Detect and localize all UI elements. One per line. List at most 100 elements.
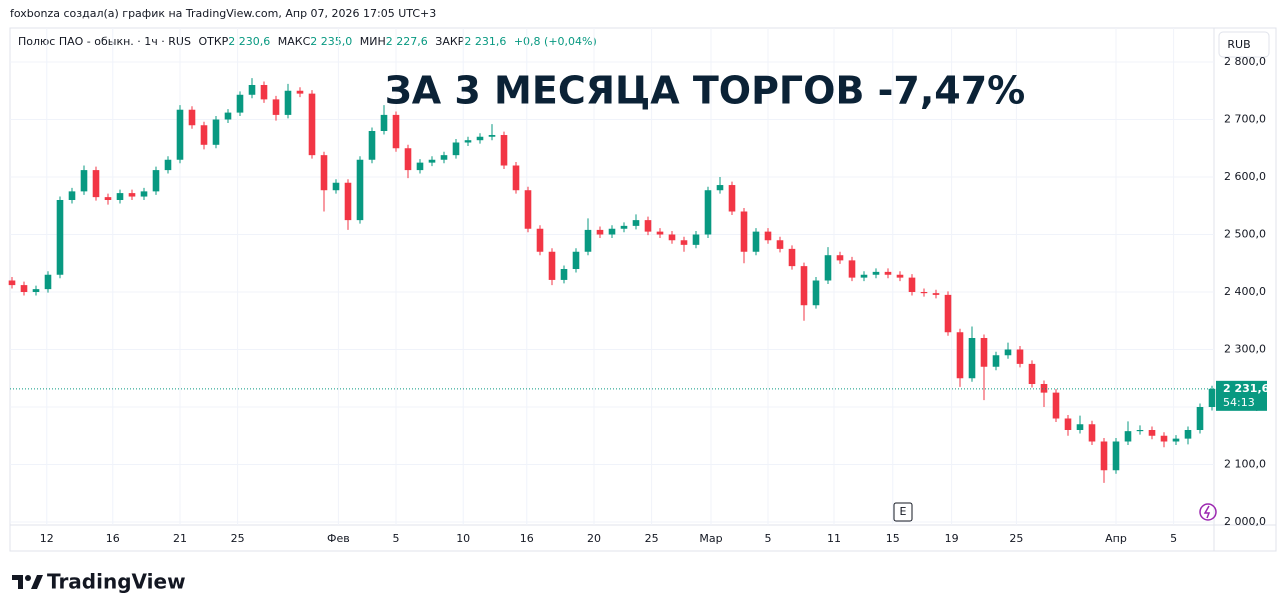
open-label: ОТКР: [198, 35, 228, 48]
candle-body: [1052, 392, 1060, 419]
y-tick-label: 2 700,0: [1224, 113, 1266, 126]
dividend-bolt: [1203, 505, 1211, 519]
candle-body: [1100, 441, 1108, 471]
close-label: ЗАКР: [435, 35, 464, 48]
candle-body: [440, 155, 448, 160]
x-tick-label: 12: [40, 532, 54, 545]
candle-body: [644, 220, 652, 232]
candle-body: [1064, 418, 1072, 430]
logo-mark: [12, 575, 43, 589]
candle-body: [332, 182, 340, 191]
candle-body: [992, 355, 1000, 367]
candle-body: [764, 231, 772, 241]
candle-body: [1016, 349, 1024, 364]
candle-body: [404, 148, 412, 171]
candle-body: [20, 285, 28, 292]
candle-body: [512, 165, 520, 191]
candle-body: [392, 114, 400, 149]
grid: [10, 28, 1214, 525]
candle-body: [464, 140, 472, 143]
candle-body: [908, 277, 916, 292]
candle-body: [956, 332, 964, 379]
currency-button[interactable]: [1218, 31, 1270, 58]
candle-body: [212, 119, 220, 145]
candle-body: [416, 162, 424, 171]
candle-body: [488, 135, 496, 137]
candle-body: [116, 193, 124, 200]
candle-body: [380, 114, 388, 131]
candle-body: [32, 289, 40, 292]
candle-body: [668, 234, 676, 241]
candle-body: [944, 294, 952, 333]
candle-body: [344, 182, 352, 221]
price-tag: [1216, 380, 1267, 411]
candle-body: [680, 240, 688, 245]
candle-body: [968, 338, 976, 379]
candle-body: [44, 274, 52, 290]
candle-body: [8, 280, 16, 286]
x-tick-label: 21: [173, 532, 187, 545]
candle-body: [716, 185, 724, 191]
candle-body: [1088, 424, 1096, 442]
y-tick-label: 2 100,0: [1224, 458, 1266, 471]
candle-body: [584, 229, 592, 252]
change: +0,8 (+0,04%): [514, 35, 597, 48]
x-tick-label: 11: [827, 532, 841, 545]
candle-body: [788, 248, 796, 267]
candle-body: [164, 159, 172, 171]
candle-body: [1184, 430, 1192, 439]
event-marker[interactable]: [893, 502, 913, 522]
candle-body: [1172, 438, 1180, 442]
x-tick-label: 5: [393, 532, 400, 545]
y-tick-label: 2 000,0: [1224, 515, 1266, 528]
x-tick-label: 5: [1170, 532, 1177, 545]
credit: foxbonza создал(а) график на TradingView…: [10, 7, 436, 20]
annotation: ЗА 3 МЕСЯЦА ТОРГОВ -7,47%: [385, 69, 1026, 113]
x-tick-label: 20: [587, 532, 601, 545]
x-tick-label: 25: [231, 532, 245, 545]
candle-body: [848, 260, 856, 278]
candle-body: [632, 220, 640, 226]
price-tag-countdown: 54:13: [1223, 396, 1255, 409]
x-tick-label: 10: [456, 532, 470, 545]
candle-body: [932, 293, 940, 295]
candle-body: [812, 280, 820, 306]
x-tick-label: 16: [106, 532, 120, 545]
high-label: МАКС: [278, 35, 311, 48]
candle-body: [128, 193, 136, 197]
candle-body: [260, 85, 268, 100]
candle-body: [836, 255, 844, 261]
candle-body: [1040, 384, 1048, 393]
candle-body: [1004, 349, 1012, 356]
x-tick-label: 5: [765, 532, 772, 545]
price-tag-price: 2 231,6: [1223, 382, 1270, 395]
dividend-icon[interactable]: [1199, 503, 1217, 521]
event-label[interactable]: E: [900, 505, 907, 518]
candle-body: [596, 229, 604, 235]
logo: TradingView: [47, 570, 186, 594]
candle-body: [980, 338, 988, 367]
candle-body: [80, 170, 88, 192]
candle-body: [152, 170, 160, 192]
candle-body: [452, 142, 460, 156]
x-tick-label: 16: [520, 532, 534, 545]
currency[interactable]: RUB: [1227, 38, 1250, 51]
candle-body: [800, 266, 808, 306]
candle-body: [1196, 407, 1204, 430]
candle-body: [1160, 435, 1168, 442]
y-tick-label: 2 300,0: [1224, 343, 1266, 356]
candle-body: [476, 136, 484, 141]
candle-body: [140, 191, 148, 197]
y-tick-label: 2 500,0: [1224, 228, 1266, 241]
candle-body: [356, 159, 364, 221]
candle-body: [884, 271, 892, 275]
y-tick-label: 2 600,0: [1224, 170, 1266, 183]
low-value: 2 227,6: [386, 35, 428, 48]
x-tick-label: Апр: [1105, 532, 1127, 545]
candle-body: [224, 112, 232, 120]
candle-body: [728, 185, 736, 212]
candle-body: [176, 109, 184, 160]
symbol: Полюс ПАО - обыкн. · 1ч · RUS: [18, 35, 191, 48]
x-tick-label: Мар: [699, 532, 722, 545]
